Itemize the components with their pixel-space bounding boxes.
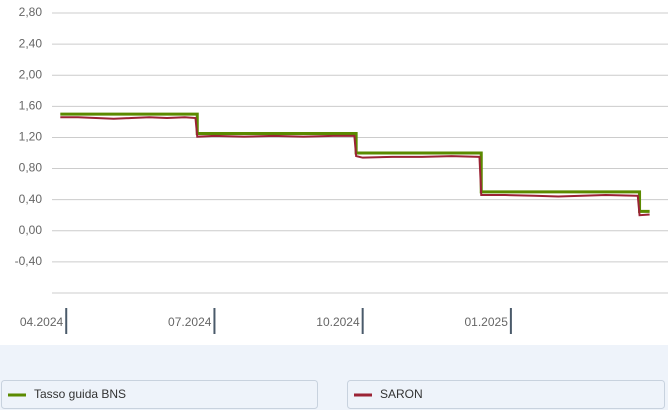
y-tick-label: 2,40 [19,36,43,50]
legend-box [1,380,318,409]
y-tick-label: 2,80 [19,5,43,19]
x-tick-label: 01.2025 [464,315,508,329]
legend-box [347,380,665,409]
series-line [60,116,650,217]
plot-background [0,0,668,345]
legend: Tasso guida BNS SARON [1,380,665,409]
y-tick-label: 0,80 [19,161,43,175]
series-line [60,112,650,213]
y-tick-label: 1,60 [19,99,43,113]
legend-label: Tasso guida BNS [34,387,126,401]
x-tick-label: 04.2024 [20,315,64,329]
y-tick-label: -0,40 [15,254,43,268]
x-tick-label: 10.2024 [316,315,360,329]
y-tick-label: 0,00 [19,223,43,237]
legend-label: SARON [380,387,423,401]
y-tick-label: 1,20 [19,130,43,144]
y-tick-label: 2,00 [19,67,43,81]
y-tick-label: 0,40 [19,192,43,206]
x-tick-label: 07.2024 [168,315,212,329]
